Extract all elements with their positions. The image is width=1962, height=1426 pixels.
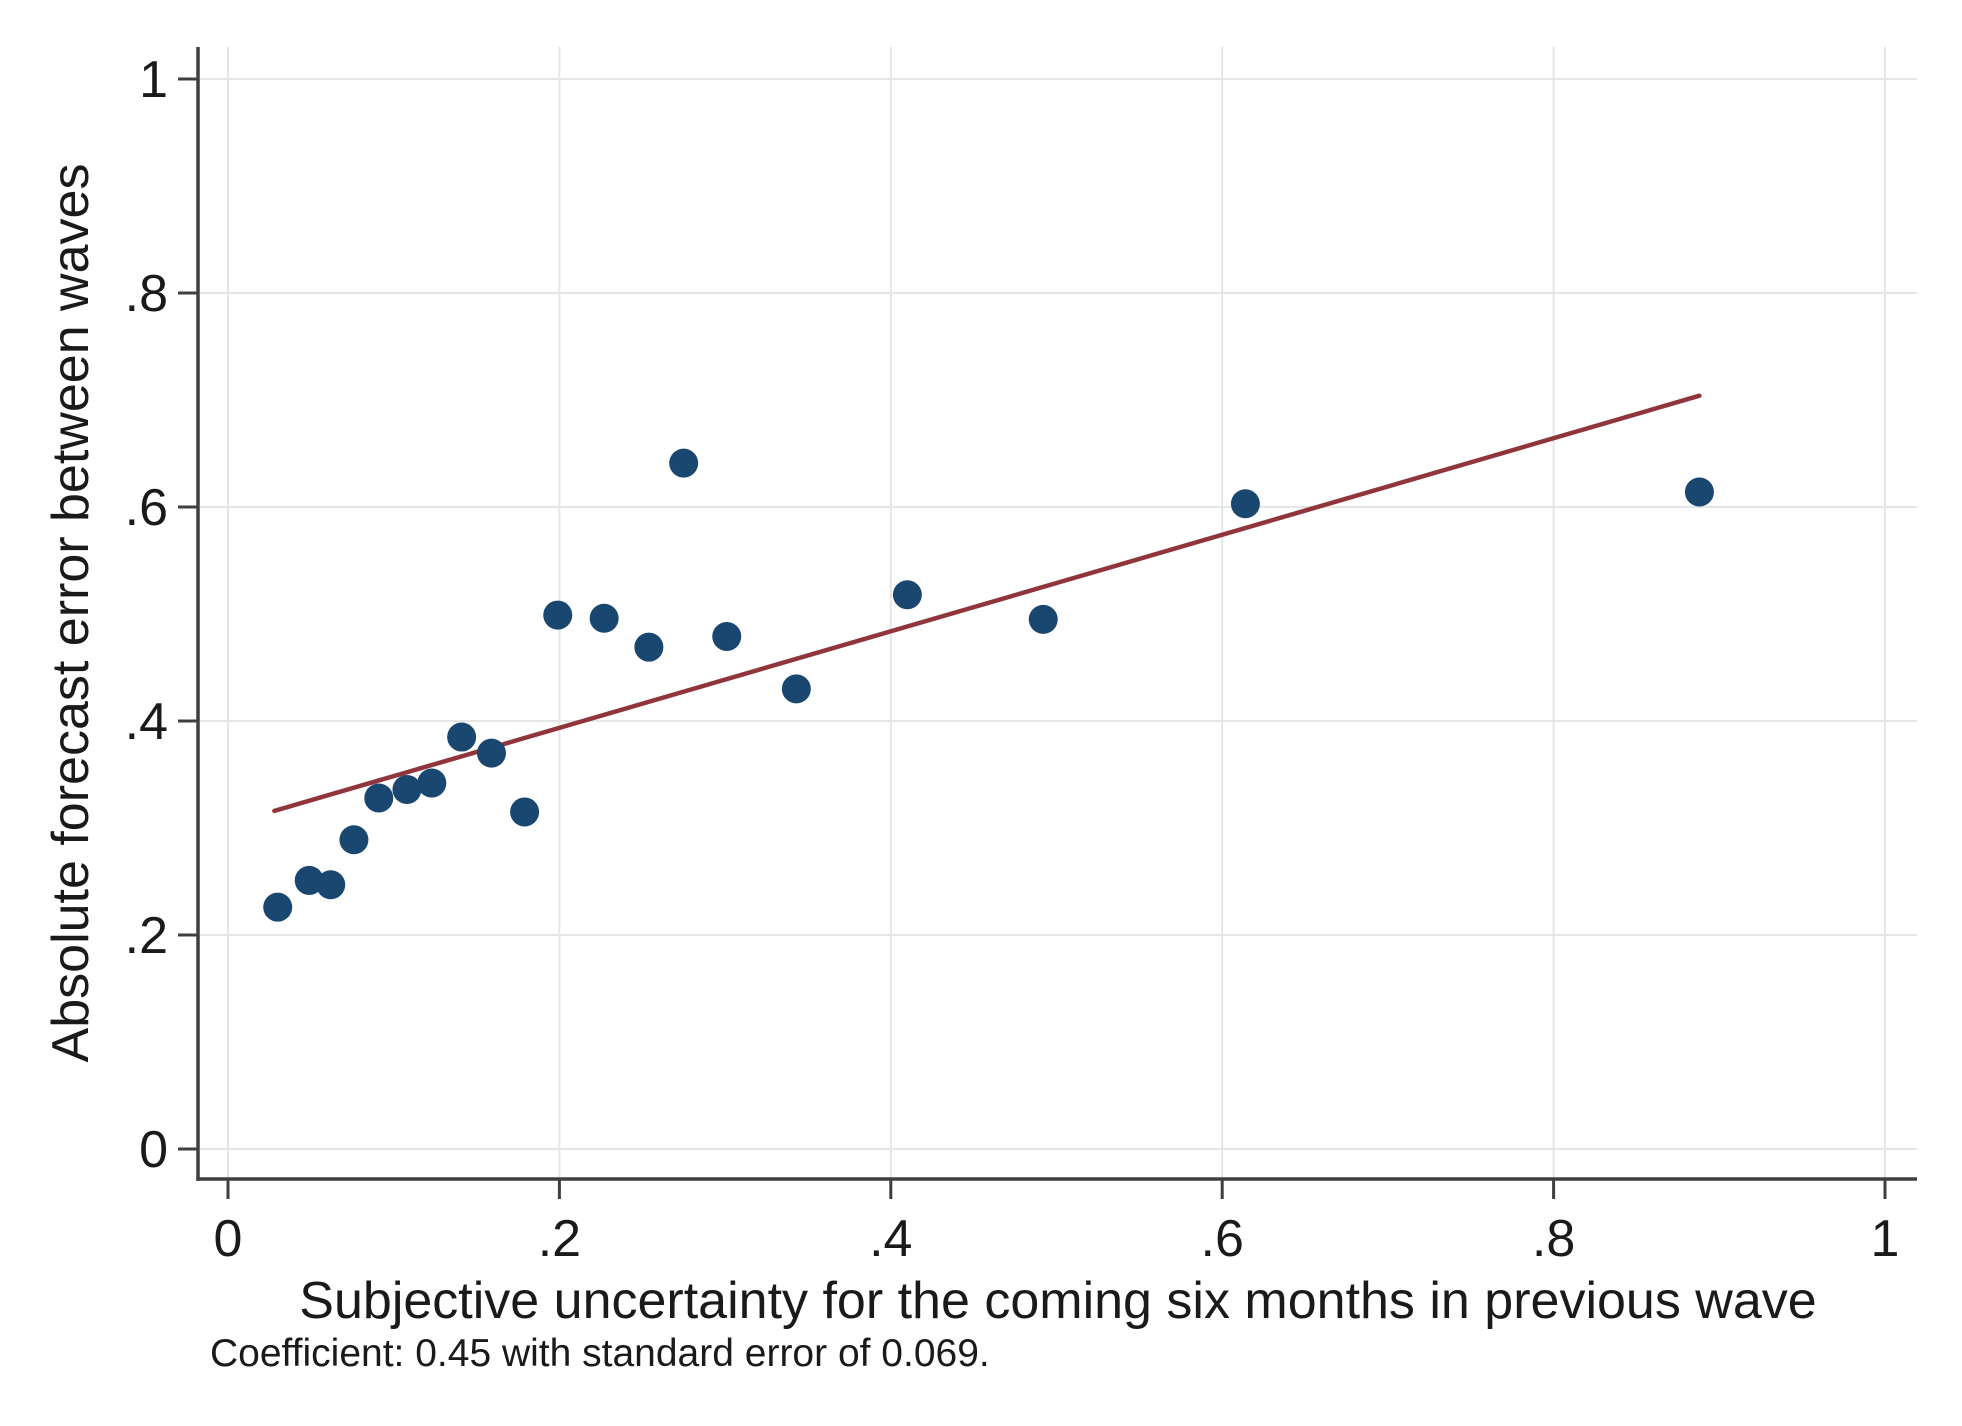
data-point xyxy=(339,825,369,855)
x-tick-label: 1 xyxy=(1871,1210,1900,1268)
data-point xyxy=(589,603,619,633)
data-point xyxy=(669,448,699,478)
data-point xyxy=(781,674,811,704)
data-point xyxy=(392,774,422,804)
y-tick-label: .8 xyxy=(125,265,168,323)
data-point xyxy=(447,722,477,752)
data-point xyxy=(543,600,573,630)
data-point xyxy=(316,870,346,900)
data-point xyxy=(1230,489,1260,519)
data-point xyxy=(476,738,506,768)
fit-line xyxy=(272,393,1702,814)
x-axis-label: Subjective uncertainty for the coming si… xyxy=(299,1272,1816,1330)
data-point xyxy=(712,621,742,651)
x-tick-label: .2 xyxy=(538,1210,581,1268)
y-tick-label: .6 xyxy=(125,479,168,537)
tick-labels: 0 .2 .4 .6 .8 1 0 .2 .4 .6 .8 1 xyxy=(125,51,1900,1268)
data-point xyxy=(417,768,447,798)
axes xyxy=(178,47,1917,1199)
data-point xyxy=(364,783,394,813)
data-points xyxy=(263,448,1714,922)
data-point xyxy=(263,892,293,922)
y-axis-label: Absolute forecast error between waves xyxy=(42,164,100,1063)
x-tick-label: .8 xyxy=(1532,1210,1575,1268)
y-tick-label: .2 xyxy=(125,907,168,965)
y-tick-label: .4 xyxy=(125,693,168,751)
data-point xyxy=(1684,477,1714,507)
data-point xyxy=(892,580,922,610)
coefficient-note: Coefficient: 0.45 with standard error of… xyxy=(210,1332,990,1375)
data-point xyxy=(634,632,664,662)
x-tick-label: .6 xyxy=(1201,1210,1244,1268)
data-point xyxy=(1028,604,1058,634)
x-tick-label: .4 xyxy=(869,1210,912,1268)
data-point xyxy=(294,865,324,895)
x-tick-label: 0 xyxy=(214,1210,243,1268)
y-tick-label: 1 xyxy=(139,51,168,109)
gridlines xyxy=(198,47,1917,1179)
y-tick-label: 0 xyxy=(139,1121,168,1179)
data-point xyxy=(510,797,540,827)
